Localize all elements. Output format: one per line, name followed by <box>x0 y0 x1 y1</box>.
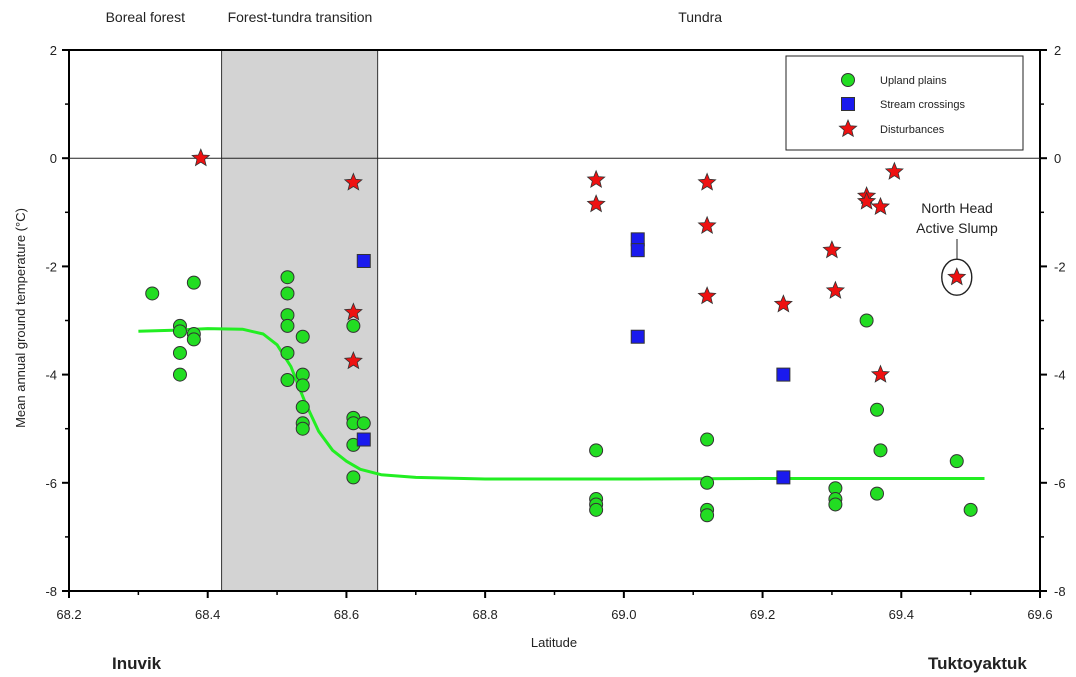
disturbance-point <box>586 194 606 213</box>
x-axis-title: Latitude <box>531 635 577 650</box>
fit-curve <box>138 327 985 481</box>
y-tick-label-right: 0 <box>1054 151 1061 166</box>
upland-plains-point <box>172 367 187 382</box>
legend-box <box>785 55 1024 151</box>
disturbance-point <box>822 240 842 259</box>
disturbance-point <box>697 286 717 305</box>
disturbance-point <box>697 215 717 234</box>
x-tick-label: 69.2 <box>750 607 775 622</box>
legend-marker-disturbance <box>838 118 858 138</box>
upland-plains-point <box>700 475 715 490</box>
upland-plains-point <box>589 443 604 458</box>
y-tick-label-left: -6 <box>45 476 57 491</box>
upland-plains-point <box>700 432 715 447</box>
upland-plains-point <box>186 275 201 290</box>
upland-plains-point <box>873 443 888 458</box>
disturbance-point <box>870 364 891 383</box>
zone-label-boreal: Boreal forest <box>106 9 185 25</box>
upland-plains-point <box>589 502 604 517</box>
stream-crossing-point <box>630 243 645 258</box>
upland-plains-point <box>145 286 160 301</box>
disturbance-point <box>343 302 363 321</box>
x-tick-label: 69.6 <box>1027 607 1052 622</box>
zone-label-tundra: Tundra <box>678 9 722 25</box>
legend-label-disturbance: Disturbances <box>880 124 945 136</box>
y-tick-label-right: -2 <box>1054 259 1066 274</box>
upland-plains-point <box>870 402 885 417</box>
disturbance-point <box>947 267 967 286</box>
upland-plains-point <box>295 421 310 436</box>
y-tick-label-right: 2 <box>1054 43 1061 58</box>
legend: Upland plains Stream crossings Disturban… <box>785 55 1024 151</box>
y-tick-label-left: -2 <box>45 259 57 274</box>
upland-plains-point <box>859 313 874 328</box>
y-tick-label-left: 2 <box>50 43 57 58</box>
y-tick-label-left: 0 <box>50 151 57 166</box>
legend-label-upland: Upland plains <box>880 75 947 87</box>
legend-marker-upland <box>841 73 855 87</box>
disturbance-point <box>884 161 904 180</box>
disturbance-point <box>191 148 211 167</box>
x-tick-label: 68.4 <box>195 607 220 622</box>
stream-crossing-point <box>776 470 791 485</box>
upland-plains-point <box>280 345 295 360</box>
x-tick-label: 69.4 <box>889 607 914 622</box>
disturbance-point <box>343 172 363 191</box>
upland-plains-point <box>346 318 361 333</box>
stream-crossing-point <box>776 367 791 382</box>
upland-plains-point <box>280 373 295 388</box>
disturbance-point <box>586 169 606 188</box>
upland-plains-point <box>295 400 310 415</box>
x-tick-label: 68.2 <box>56 607 81 622</box>
x-tick-label: 68.8 <box>472 607 497 622</box>
place-label-tuktoyaktuk: Tuktoyaktuk <box>928 654 1027 673</box>
upland-plains-point <box>280 270 295 285</box>
y-tick-label-right: -6 <box>1054 476 1066 491</box>
upland-plains-point <box>870 486 885 501</box>
y-tick-label-left: -8 <box>45 584 57 599</box>
upland-plains-point <box>963 502 978 517</box>
y-tick-label-left: -4 <box>45 368 57 383</box>
upland-plains-point <box>280 286 295 301</box>
zone-label-transition: Forest-tundra transition <box>228 9 373 25</box>
y-axis-title: Mean annual ground temperature (°C) <box>13 208 28 428</box>
disturbance-point <box>856 191 877 210</box>
x-tick-label: 69.0 <box>611 607 636 622</box>
axis-ticks: 68.2 68.4 68.6 68.8 69.0 69.2 69.4 69.6 2 2 0 0 -2 -2… <box>45 43 1065 622</box>
stream-crossing-point <box>356 432 371 447</box>
y-tick-label-right: -4 <box>1054 368 1066 383</box>
upland-plains-point <box>828 497 843 512</box>
upland-plains-point <box>356 416 371 431</box>
upland-plains-point <box>295 378 310 393</box>
disturbance-point <box>870 196 891 216</box>
annotation-line2: Active Slump <box>916 220 998 236</box>
upland-plains-point <box>949 454 964 469</box>
x-tick-label: 68.6 <box>334 607 359 622</box>
legend-label-stream: Stream crossings <box>880 99 965 111</box>
upland-plains-point <box>700 508 715 523</box>
stream-crossing-point <box>356 253 371 268</box>
upland-plains-point <box>186 332 201 347</box>
place-label-inuvik: Inuvik <box>112 654 162 673</box>
data-points <box>145 148 978 523</box>
upland-plains-point <box>295 329 310 344</box>
fit-curve-group <box>138 327 985 481</box>
upland-plains-point <box>346 470 361 485</box>
upland-plains-point <box>280 318 295 333</box>
legend-marker-stream <box>841 97 855 111</box>
disturbance-point <box>697 172 717 191</box>
disturbance-point <box>343 351 363 370</box>
annotation-circle <box>941 258 973 296</box>
y-tick-label-right: -8 <box>1054 584 1066 599</box>
annotation-line1: North Head <box>921 200 993 216</box>
disturbance-point <box>773 294 793 313</box>
stream-crossing-point <box>630 329 645 344</box>
disturbance-point <box>825 280 846 299</box>
upland-plains-point <box>172 345 187 360</box>
upland-plains-point <box>172 324 187 339</box>
